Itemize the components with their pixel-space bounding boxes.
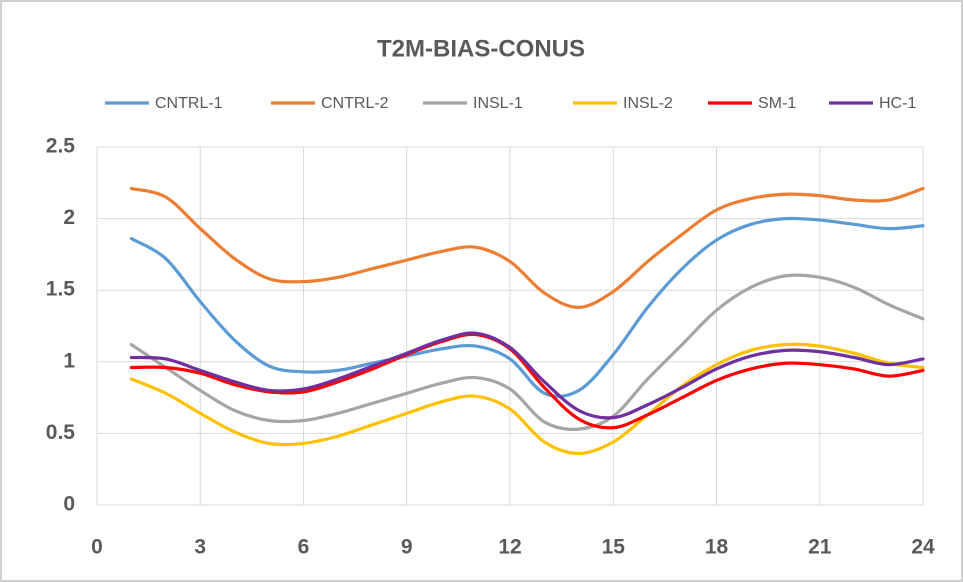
x-tick-label: 21 xyxy=(808,536,832,559)
legend-label: HC-1 xyxy=(879,95,916,112)
series-line xyxy=(129,331,925,420)
x-tick-label: 24 xyxy=(911,536,935,559)
y-tick-label: 1.5 xyxy=(46,278,76,301)
legend-label: INSL-1 xyxy=(473,95,523,112)
series-line xyxy=(129,342,925,456)
y-tick-label: 0.5 xyxy=(46,421,76,444)
x-tick-label: 6 xyxy=(298,536,310,559)
x-tick-label: 15 xyxy=(602,536,626,559)
y-tick-label: 1 xyxy=(63,349,75,372)
legend-label: CNTRL-2 xyxy=(321,95,389,112)
lines xyxy=(129,186,925,456)
x-tick-label: 18 xyxy=(705,536,729,559)
x-tick-label: 3 xyxy=(194,536,206,559)
series-line xyxy=(129,273,925,431)
series-line xyxy=(129,216,925,399)
legend-label: SM-1 xyxy=(758,95,796,112)
y-tick-label: 0 xyxy=(63,493,75,516)
y-tick-label: 2 xyxy=(63,206,75,229)
y-tick-label: 2.5 xyxy=(46,135,76,158)
legend-label: INSL-2 xyxy=(623,95,673,112)
series-line xyxy=(129,186,925,309)
legend: CNTRL-1 CNTRL-2 INSL-1 INSL-2 SM-1 HC-1 xyxy=(105,95,916,112)
x-tick-label: 9 xyxy=(401,536,413,559)
legend-label: CNTRL-1 xyxy=(155,95,223,112)
chart-title: T2M-BIAS-CONUS xyxy=(377,35,585,62)
x-tick-label: 0 xyxy=(91,536,103,559)
x-tick-label: 12 xyxy=(498,536,521,559)
